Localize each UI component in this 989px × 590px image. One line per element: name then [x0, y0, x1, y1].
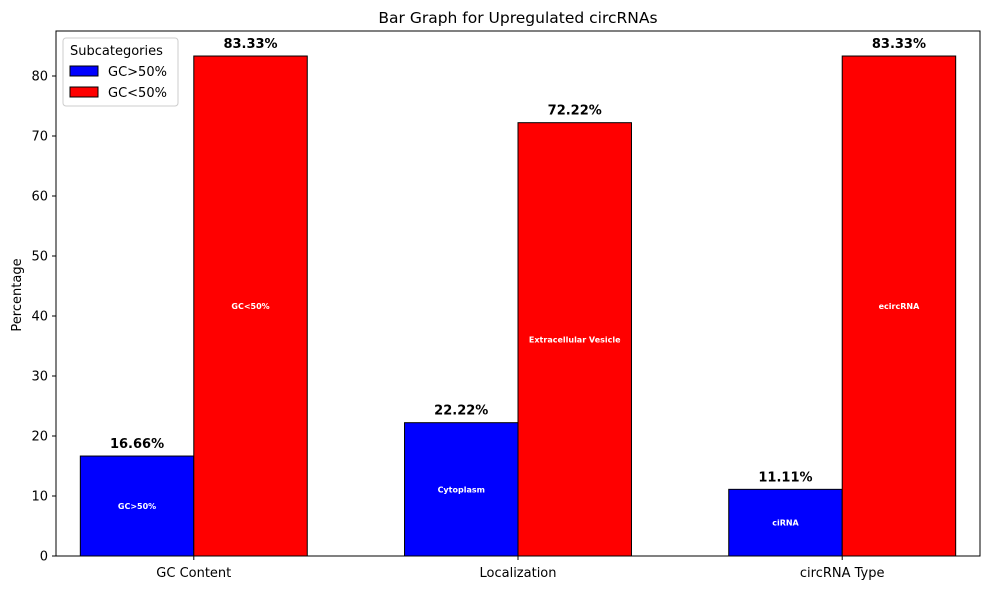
bar — [404, 422, 519, 557]
legend-entry: GC<50% — [108, 86, 167, 101]
bar — [79, 455, 195, 557]
bar-value-label: 11.11% — [758, 470, 812, 485]
y-axis-title: Percentage — [10, 258, 25, 331]
x-tick-label: Localization — [480, 566, 557, 581]
bar — [193, 55, 308, 557]
y-tick-label: 0 — [40, 550, 48, 565]
y-tick-label: 20 — [31, 430, 48, 445]
bar-inner-label: Extracellular Vesicle — [529, 335, 621, 344]
y-tick-label: 60 — [31, 190, 48, 205]
y-tick-label: 80 — [31, 70, 48, 85]
x-tick-label: GC Content — [156, 566, 231, 581]
bar-inner-label: ecircRNA — [879, 302, 920, 311]
x-tick-label: circRNA Type — [800, 566, 885, 581]
bar — [841, 55, 957, 557]
y-tick-label: 10 — [31, 490, 48, 505]
legend: Subcategories GC>50% GC<50% — [62, 37, 179, 107]
bar-inner-label: Cytoplasm — [438, 485, 485, 494]
y-tick-label: 50 — [31, 250, 48, 265]
bar-inner-label: GC>50% — [118, 502, 156, 511]
bar — [517, 122, 632, 557]
bar-value-label: 83.33% — [223, 37, 277, 52]
legend-swatch — [69, 65, 99, 77]
legend-title: Subcategories — [70, 44, 163, 59]
y-tick-label: 40 — [31, 310, 48, 325]
bar-inner-label: ciRNA — [772, 519, 799, 528]
y-tick-label: 30 — [31, 370, 48, 385]
bar-value-label: 72.22% — [548, 104, 602, 119]
legend-swatch — [69, 86, 99, 98]
bar-inner-label: GC<50% — [231, 302, 269, 311]
chart-title: Bar Graph for Upregulated circRNAs — [378, 9, 657, 27]
bar-value-label: 83.33% — [872, 37, 926, 52]
legend-entry: GC>50% — [108, 65, 167, 80]
bar-value-label: 16.66% — [110, 437, 164, 452]
axes: 0 10 20 30 40 50 60 70 80 GC Content Localization c… — [31, 70, 884, 582]
y-tick-label: 70 — [31, 130, 48, 145]
plot-area: 16.66% GC>50% 22.22% Cytoplasm 11.11% ciRNA 83… — [79, 37, 957, 557]
bar — [728, 488, 843, 557]
bar-value-label: 22.22% — [434, 404, 488, 419]
